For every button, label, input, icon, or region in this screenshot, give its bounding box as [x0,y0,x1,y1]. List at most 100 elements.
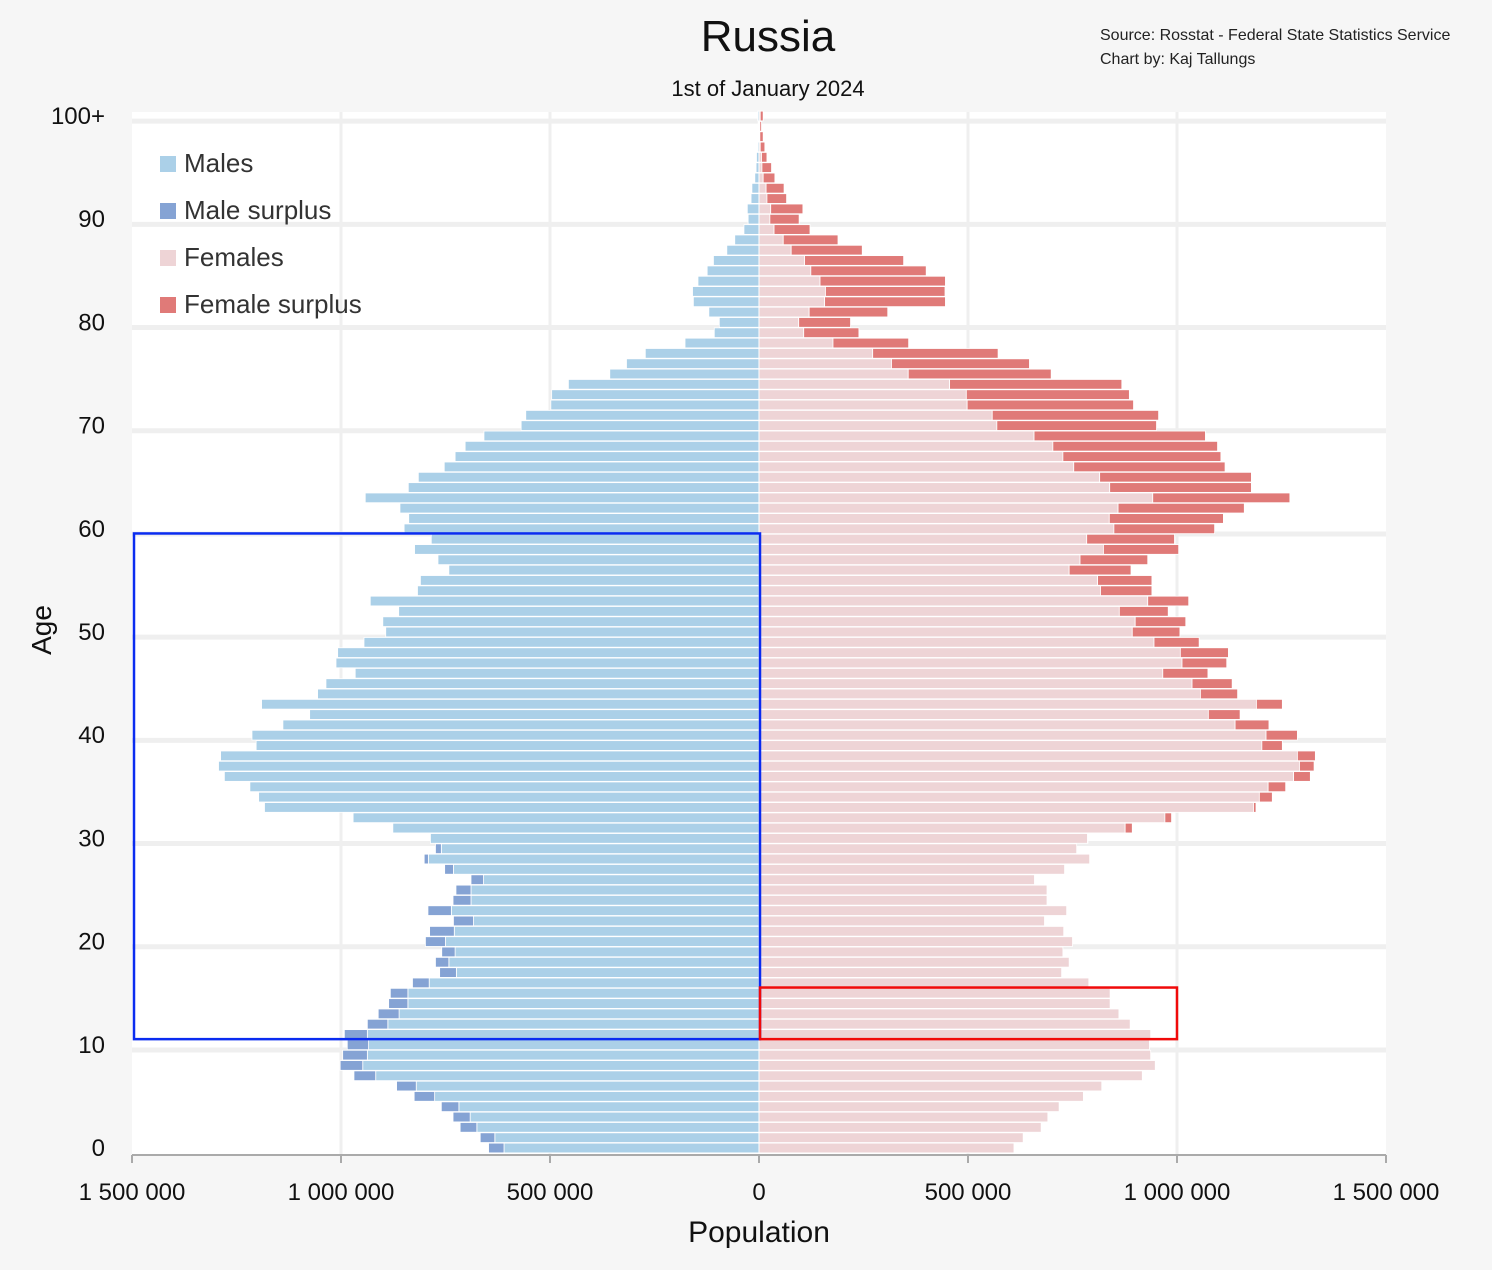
bar-males [385,626,760,638]
bar-males [317,688,760,700]
bar-male-surplus [441,946,456,958]
bar-female-surplus [1109,482,1252,493]
bar-male-surplus [435,956,450,968]
bar-males [223,771,760,782]
bar-female-surplus [1108,513,1224,524]
y-tick-label: 70 [78,413,105,440]
bar-female-surplus [949,379,1123,390]
legend-label: Males [184,148,254,178]
bar-female-surplus [808,306,889,318]
bar-males [387,1018,760,1030]
bar-male-surplus [440,1101,460,1112]
bar-males [417,585,760,596]
highlight-box-males [132,532,762,1041]
bar-males [427,853,760,865]
bar-males [567,379,760,390]
bar-female-surplus [832,337,910,349]
bar-males [403,523,760,535]
bar-female-surplus [765,182,785,194]
x-tick-label: 500 000 [507,1179,594,1206]
bar-males [392,822,760,834]
legend-item-females: Females [160,234,362,281]
bar-females [758,523,1115,535]
bar-females [758,1132,1024,1143]
bar-female-surplus [1052,440,1218,452]
bar-female-surplus [1164,812,1172,824]
bar-female-surplus [891,358,1030,369]
bar-males [437,554,760,566]
bar-females [758,451,1064,462]
bar-male-surplus [346,1039,369,1051]
bar-males [726,244,760,256]
bar-female-surplus [1191,678,1233,689]
bar-females [758,1008,1120,1020]
bar-females [758,977,1090,989]
bar-males [258,791,760,803]
bar-female-surplus [965,389,1130,400]
bar-females [758,213,771,225]
bar-males [494,1132,760,1143]
bar-males [551,389,760,400]
bar-males [718,317,760,328]
bar-males [445,936,760,947]
bar-female-surplus [759,110,764,122]
bar-males [430,533,760,545]
bar-male-surplus [413,1091,436,1102]
bar-males [453,864,760,875]
bar-females [758,987,1111,999]
bar-male-surplus [423,853,429,865]
bar-females [758,668,1164,679]
bar-male-surplus [455,884,472,896]
bar-female-surplus [1256,698,1283,710]
bar-female-surplus [1261,740,1283,751]
bar-females [758,1122,1042,1133]
bar-females [758,306,810,318]
bar-male-surplus [453,915,474,927]
bar-females [758,224,775,235]
bar-male-surplus [343,1029,368,1040]
bar-male-surplus [427,905,452,916]
source-note: Source: Rosstat - Federal State Statisti… [1100,24,1450,72]
bar-females [758,1142,1015,1154]
bar-males [550,399,760,411]
highlight-box-females [758,986,1179,1041]
bar-females [758,1018,1131,1030]
bar-females [758,616,1136,627]
bar-male-surplus [377,1008,400,1020]
bar-males [430,833,760,844]
bar-females [758,843,1078,854]
bar-males [754,172,760,184]
bar-males [469,1111,760,1123]
bar-females [758,327,805,338]
bar-female-surplus [1253,802,1257,813]
bar-females [758,358,892,369]
bar-females [758,915,1045,927]
bar-females [758,1111,1049,1123]
axes: 1 500 000 1 000 000 500 000 0 500 000 1 000 0… [51,103,1439,1206]
bar-female-surplus [1131,626,1181,638]
bar-female-surplus [1293,771,1311,782]
bar-female-surplus [1117,502,1245,514]
bar-females [758,1091,1084,1102]
bar-females [758,1049,1152,1061]
bar-female-surplus [1124,822,1133,834]
bar-males [470,895,760,906]
bar-males [261,698,760,710]
bar-female-surplus [810,265,927,277]
bar-female-surplus [1062,451,1222,462]
bar-females [758,1070,1143,1082]
legend: Males Male surplus Females Female surplu… [160,140,362,328]
bar-males [697,275,760,287]
bar-females [758,688,1201,700]
bar-females [758,884,1048,896]
bar-males [408,513,760,524]
bar-males [734,234,760,246]
bar-females [758,595,1149,607]
y-tick-label: 80 [78,309,105,336]
y-tick-label: 40 [78,722,105,749]
bar-females [758,709,1209,720]
bar-males [470,884,760,896]
bar-females [758,719,1236,731]
bar-females [758,895,1048,906]
